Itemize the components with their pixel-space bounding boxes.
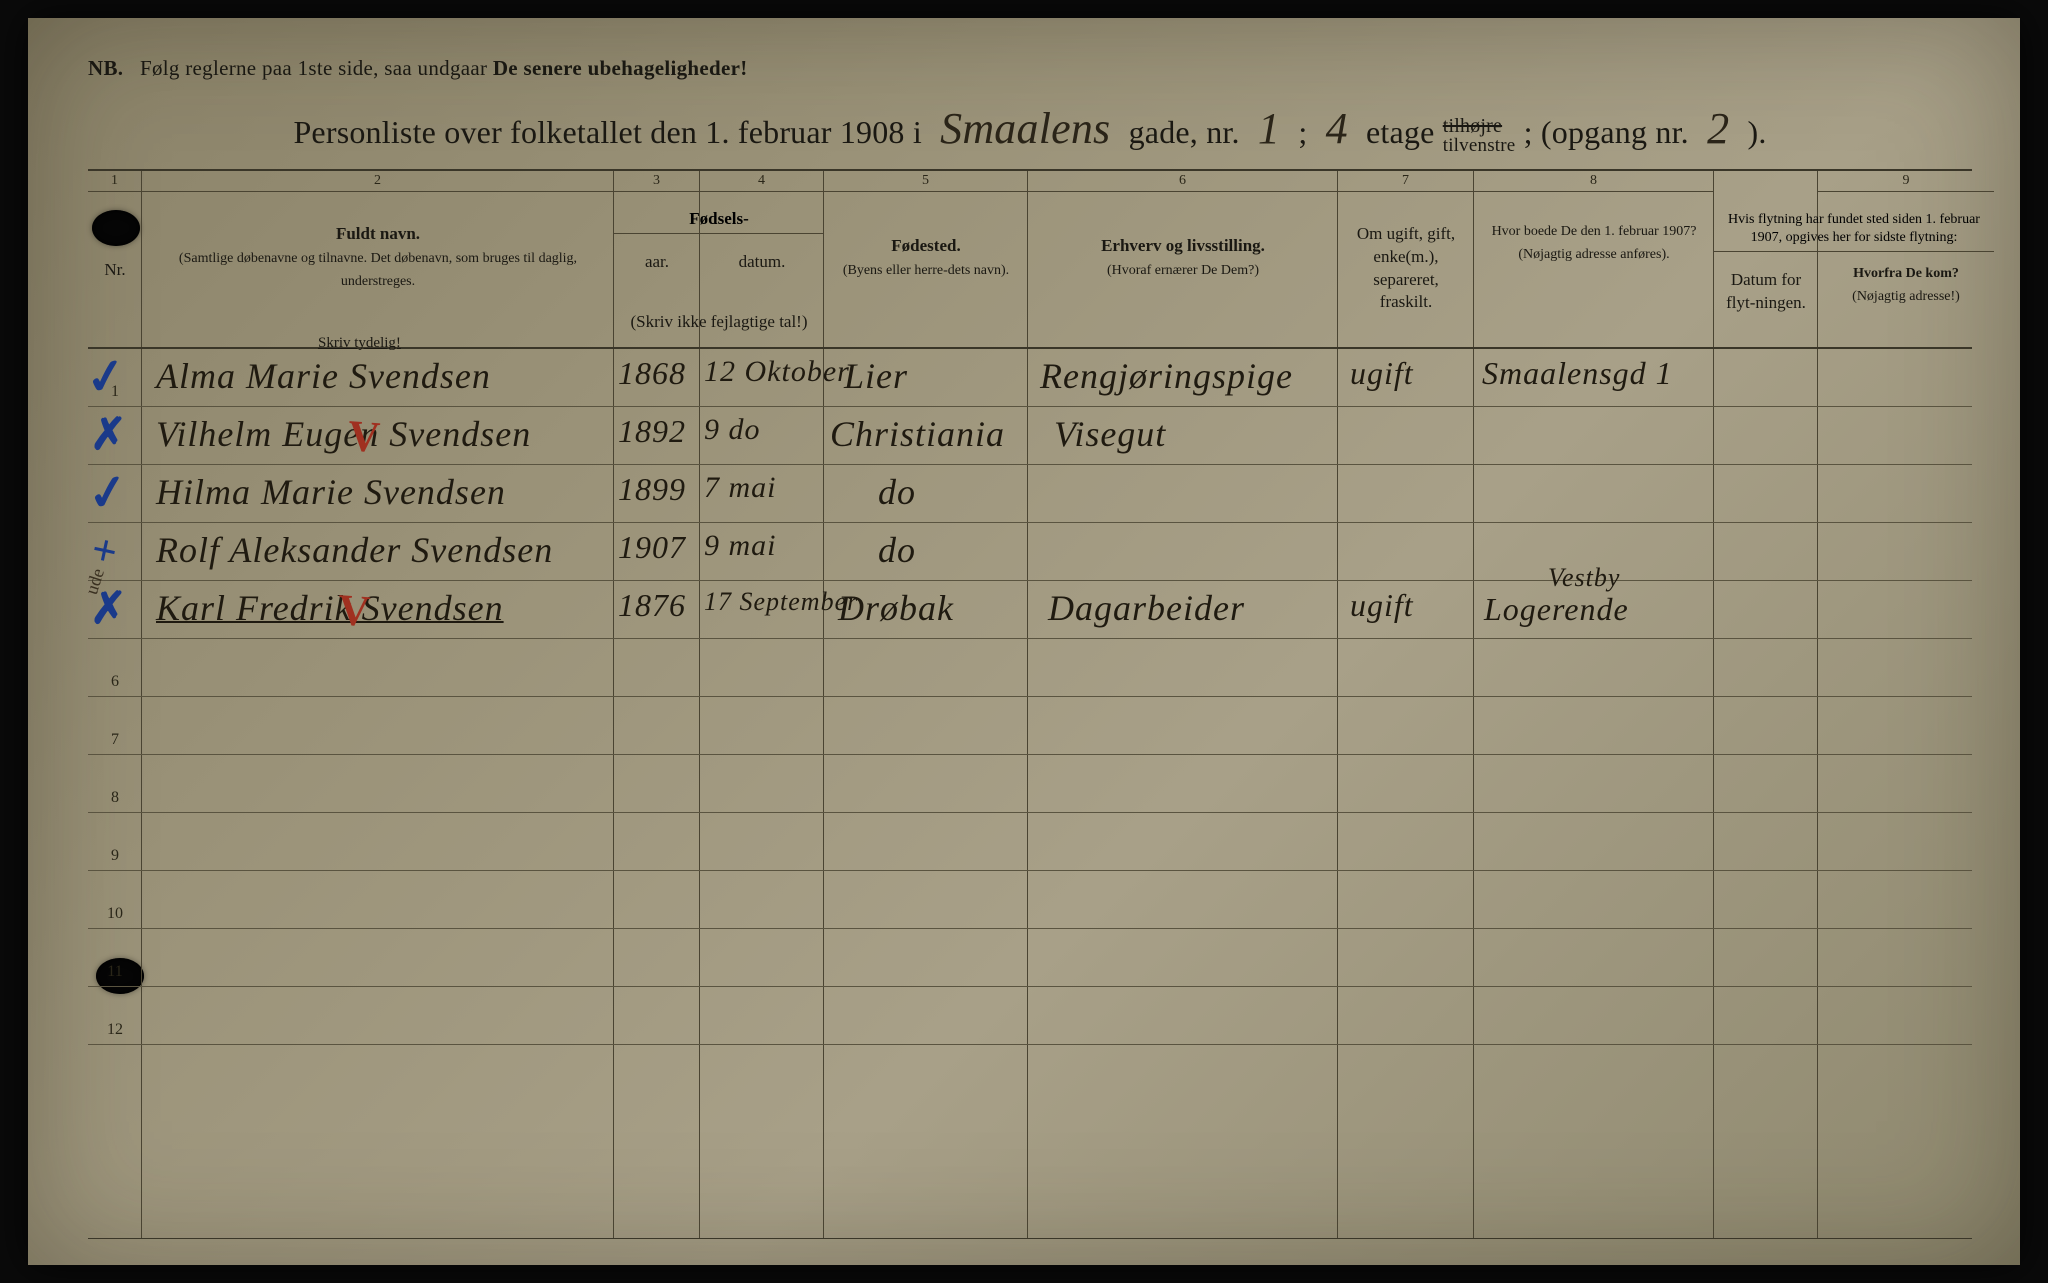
row-nr: 11 bbox=[88, 963, 142, 981]
table-row: 11 bbox=[88, 929, 1972, 987]
hdr-boede-sub: (Nøjagtig adresse anføres). bbox=[1518, 247, 1669, 262]
cell-sted: Drøbak bbox=[838, 587, 954, 629]
title-close: ). bbox=[1747, 114, 1766, 150]
cell-sted: do bbox=[878, 471, 916, 513]
hdr-hvorfra: Hvorfra De kom? (Nøjagtig adresse!) bbox=[1818, 255, 1994, 313]
cell-erhverv: Rengjøringspige bbox=[1040, 355, 1293, 397]
hdr-skriv-ikke: (Skriv ikke fejlagtige tal!) bbox=[614, 305, 824, 340]
table-row: ✗ Vilhelm Eugen Svendsen V 1892 9 do Chr… bbox=[88, 407, 1972, 465]
table-row: ✓ Hilma Marie Svendsen 1899 7 mai do bbox=[88, 465, 1972, 523]
hdr-aar: aar. bbox=[614, 245, 700, 280]
cell-datum: 9 do bbox=[704, 413, 761, 447]
hdr-fodsel: Fødsels- bbox=[614, 209, 824, 234]
hdr-erhverv-sub: (Hvoraf ernærer De Dem?) bbox=[1107, 263, 1259, 278]
hdr-hvorfra-sub: (Nøjagtig adresse!) bbox=[1852, 289, 1960, 304]
title-etage-hand: 4 bbox=[1316, 104, 1358, 153]
cell-navn: Alma Marie Svendsen bbox=[156, 355, 491, 397]
hdr-nr: Nr. bbox=[88, 253, 142, 288]
red-v-mark-icon: V bbox=[336, 584, 371, 637]
cell-sted: Christiania bbox=[830, 413, 1005, 455]
cell-boede: Logerende bbox=[1484, 591, 1629, 628]
cell-ugift: ugift bbox=[1350, 587, 1414, 624]
hdr-fodested-sub: (Byens eller herre-dets navn). bbox=[843, 263, 1009, 278]
cell-aar: 1899 bbox=[618, 471, 686, 508]
title-etage-label: etage bbox=[1366, 114, 1435, 150]
title-nr-hand: 1 bbox=[1248, 104, 1290, 153]
hdr-erhverv: Erhverv og livsstilling. (Hvoraf ernærer… bbox=[1028, 229, 1338, 287]
nb-prefix: NB. bbox=[88, 56, 123, 80]
hdr-boede-main: Hvor boede De den 1. februar 1907? bbox=[1492, 224, 1697, 239]
table-row: ✗ ude Karl Fredrik Svendsen V 1876 17 Se… bbox=[88, 581, 1972, 639]
table-row: 12 bbox=[88, 987, 1972, 1045]
x-mark-icon: ✗ bbox=[90, 409, 127, 460]
red-v-mark-icon: V bbox=[346, 410, 381, 463]
cell-aar: 1876 bbox=[618, 587, 686, 624]
cell-boede: Smaalensgd 1 bbox=[1482, 355, 1673, 392]
check-mark-icon: ✓ bbox=[84, 462, 132, 523]
cell-navn: Hilma Marie Svendsen bbox=[156, 471, 506, 513]
check-mark-icon: ✓ bbox=[82, 346, 130, 407]
title-tilhojre: tilhøjre bbox=[1443, 117, 1502, 135]
table-row: 8 bbox=[88, 755, 1972, 813]
table-row: 6 bbox=[88, 639, 1972, 697]
table-row: 10 bbox=[88, 871, 1972, 929]
cell-aar: 1907 bbox=[618, 529, 686, 566]
table-row: 7 bbox=[88, 697, 1972, 755]
cell-sted: do bbox=[878, 529, 916, 571]
title-gade-label: gade, nr. bbox=[1129, 114, 1240, 150]
title-opgang-hand: 2 bbox=[1697, 104, 1739, 153]
hdr-fodested: Fødested. (Byens eller herre-dets navn). bbox=[824, 229, 1028, 287]
cell-erhverv: Visegut bbox=[1054, 413, 1166, 455]
hdr-flytning: Hvis flytning har fundet sted siden 1. f… bbox=[1714, 209, 1994, 252]
title-opgang-label: ; (opgang nr. bbox=[1524, 114, 1689, 150]
title-lead: Personliste over folketallet den 1. febr… bbox=[293, 114, 921, 150]
row-nr: 6 bbox=[88, 673, 142, 691]
census-grid: 1 2 3 4 5 6 7 8 9 Nr. Fuldt bbox=[88, 169, 1972, 1239]
table-row: 9 bbox=[88, 813, 1972, 871]
row-nr: 12 bbox=[88, 1021, 142, 1039]
cell-aar: 1868 bbox=[618, 355, 686, 392]
hdr-datum: datum. bbox=[700, 245, 824, 280]
hdr-fodested-main: Fødested. bbox=[891, 236, 960, 255]
title-semi: ; bbox=[1298, 114, 1315, 150]
cell-navn: Vilhelm Eugen Svendsen bbox=[156, 413, 531, 455]
row-nr: 10 bbox=[88, 905, 142, 923]
table-row: + Rolf Aleksander Svendsen 1907 9 mai do bbox=[88, 523, 1972, 581]
nb-line: NB. Følg reglerne paa 1ste side, saa und… bbox=[88, 56, 1972, 81]
cell-sted: Lier bbox=[844, 355, 908, 397]
hdr-ugift: Om ugift, gift, enke(m.), separeret, fra… bbox=[1338, 217, 1474, 321]
title-line: Personliste over folketallet den 1. febr… bbox=[88, 103, 1972, 155]
hdr-datum-flyt: Datum for flyt-ningen. bbox=[1714, 263, 1818, 321]
table-row: 1 ✓ Alma Marie Svendsen 1868 12 Oktober … bbox=[88, 349, 1972, 407]
hdr-hvorfra-main: Hvorfra De kom? bbox=[1853, 266, 1959, 281]
nb-text-b: De senere ubehageligheder! bbox=[493, 56, 748, 80]
hdr-fuldt: Fuldt navn. (Samtlige døbenavne og tilna… bbox=[142, 217, 614, 298]
cell-boede-note: Vestby bbox=[1548, 563, 1620, 593]
title-gade-hand: Smaalens bbox=[930, 104, 1120, 153]
row-nr: 8 bbox=[88, 789, 142, 807]
census-page: NB. Følg reglerne paa 1ste side, saa und… bbox=[28, 18, 2020, 1265]
row-nr: 7 bbox=[88, 731, 142, 749]
hdr-fuldt-navn: Fuldt navn. bbox=[336, 224, 420, 243]
cell-aar: 1892 bbox=[618, 413, 686, 450]
hdr-boede: Hvor boede De den 1. februar 1907? (Nøja… bbox=[1474, 213, 1714, 271]
header-area: Nr. Fuldt navn. (Samtlige døbenavne og t… bbox=[88, 189, 1972, 349]
title-tilvenstre: tilvenstre bbox=[1443, 135, 1516, 156]
cell-datum: 12 Oktober bbox=[704, 355, 850, 389]
title-side-stack: tilhøjre tilvenstre bbox=[1443, 117, 1516, 155]
hdr-fuldt-sub: (Samtlige døbenavne og tilnavne. Det døb… bbox=[179, 251, 577, 289]
cell-erhverv: Dagarbeider bbox=[1048, 587, 1245, 629]
nb-text-a: Følg reglerne paa 1ste side, saa undgaar bbox=[140, 56, 487, 80]
cell-ugift: ugift bbox=[1350, 355, 1414, 392]
cell-datum: 17 September bbox=[704, 587, 858, 617]
row-nr: 9 bbox=[88, 847, 142, 865]
hdr-erhverv-main: Erhverv og livsstilling. bbox=[1101, 236, 1265, 255]
cell-datum: 9 mai bbox=[704, 529, 777, 563]
cell-navn: Rolf Aleksander Svendsen bbox=[156, 529, 553, 571]
cell-datum: 7 mai bbox=[704, 471, 777, 505]
cell-navn: Karl Fredrik Svendsen bbox=[156, 587, 504, 629]
